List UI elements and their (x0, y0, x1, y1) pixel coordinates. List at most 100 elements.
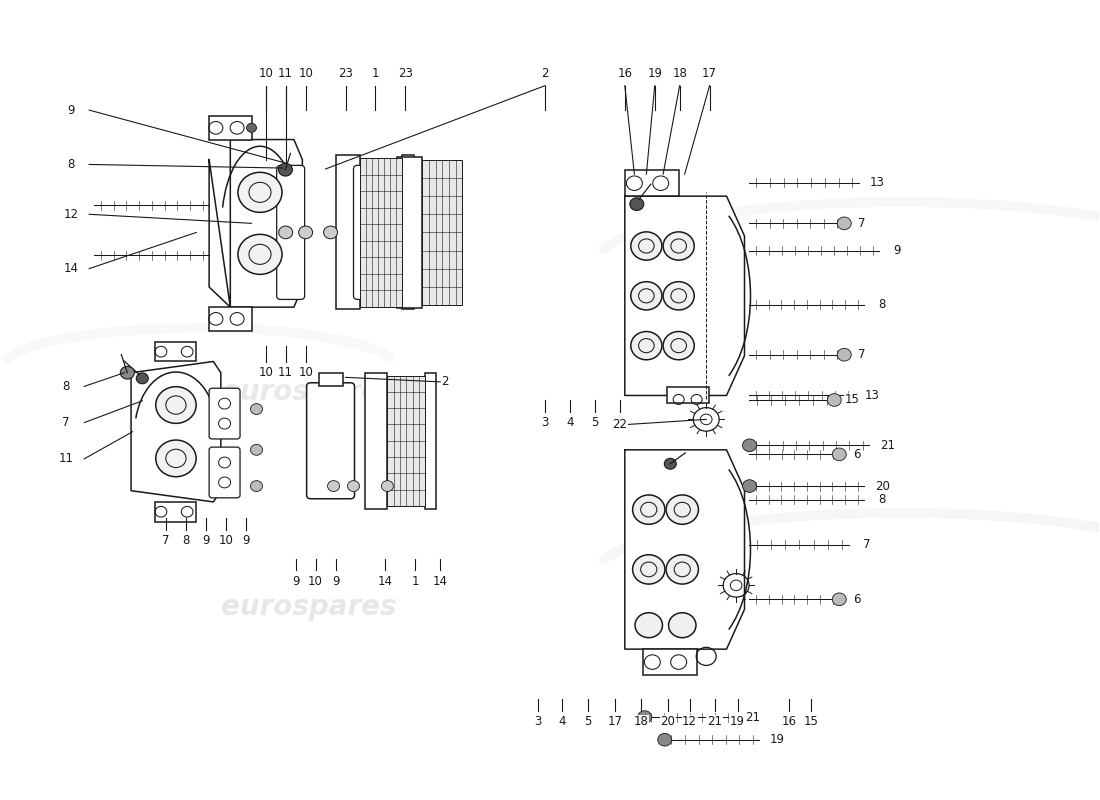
Bar (642, 649, 696, 675)
Text: 2: 2 (541, 67, 549, 80)
Circle shape (663, 232, 694, 260)
Circle shape (742, 480, 757, 493)
Text: 10: 10 (298, 366, 314, 379)
Text: 1: 1 (372, 67, 379, 80)
Bar (155, 502, 196, 522)
Text: 3: 3 (535, 715, 541, 728)
Text: 8: 8 (879, 493, 886, 506)
Circle shape (630, 232, 662, 260)
Text: 1: 1 (411, 574, 419, 588)
Bar (625, 170, 679, 196)
Text: 7: 7 (858, 348, 866, 362)
Bar (426, 373, 437, 509)
Text: 16: 16 (782, 715, 796, 728)
Bar (155, 342, 196, 362)
Text: 10: 10 (258, 67, 273, 80)
Circle shape (833, 448, 846, 461)
Text: 8: 8 (183, 534, 189, 547)
Circle shape (667, 554, 698, 584)
Text: 19: 19 (770, 734, 785, 746)
Text: 9: 9 (893, 244, 901, 257)
Text: 5: 5 (591, 416, 598, 429)
Circle shape (635, 613, 662, 638)
Text: eurospares: eurospares (221, 378, 396, 406)
Text: 8: 8 (63, 380, 70, 393)
Bar (422, 160, 462, 305)
FancyBboxPatch shape (307, 382, 354, 498)
Text: 13: 13 (870, 176, 884, 189)
Bar (361, 158, 403, 306)
Circle shape (120, 366, 134, 379)
Text: 17: 17 (702, 67, 717, 80)
Circle shape (251, 444, 263, 455)
Circle shape (238, 234, 282, 274)
Text: 14: 14 (378, 574, 393, 588)
Text: 17: 17 (607, 715, 623, 728)
Text: 20: 20 (660, 715, 675, 728)
Text: 23: 23 (398, 67, 412, 80)
Circle shape (246, 123, 256, 132)
Text: 10: 10 (219, 534, 233, 547)
Bar (365, 373, 387, 509)
Circle shape (667, 495, 698, 524)
Circle shape (632, 554, 664, 584)
Circle shape (348, 481, 360, 491)
Circle shape (837, 348, 851, 361)
Circle shape (136, 373, 149, 384)
Text: 11: 11 (58, 452, 74, 466)
Circle shape (742, 439, 757, 452)
Circle shape (837, 217, 851, 230)
Text: 10: 10 (298, 67, 314, 80)
Polygon shape (625, 196, 745, 395)
Text: 13: 13 (865, 389, 880, 402)
Text: 11: 11 (278, 366, 294, 379)
Bar (667, 387, 708, 403)
Bar (209, 116, 252, 139)
Text: 14: 14 (432, 574, 448, 588)
Circle shape (630, 331, 662, 360)
Circle shape (663, 331, 694, 360)
Text: 10: 10 (258, 366, 273, 379)
Text: 5: 5 (584, 715, 592, 728)
Text: 12: 12 (682, 715, 697, 728)
FancyBboxPatch shape (209, 447, 240, 498)
Text: 9: 9 (67, 104, 75, 117)
Text: 15: 15 (804, 715, 818, 728)
Text: 9: 9 (292, 574, 299, 588)
Text: 16: 16 (617, 67, 632, 80)
Circle shape (251, 481, 263, 491)
Circle shape (669, 613, 696, 638)
Circle shape (827, 394, 842, 406)
Polygon shape (131, 362, 221, 502)
Text: 3: 3 (541, 416, 549, 429)
Text: 18: 18 (672, 67, 688, 80)
Circle shape (238, 172, 282, 212)
Circle shape (382, 481, 394, 491)
Text: 7: 7 (864, 538, 871, 551)
Circle shape (251, 404, 263, 414)
Bar (319, 374, 342, 386)
FancyBboxPatch shape (209, 388, 240, 439)
Text: 12: 12 (64, 208, 79, 221)
Text: 19: 19 (647, 67, 662, 80)
Text: 7: 7 (63, 416, 70, 429)
Circle shape (638, 710, 651, 723)
Circle shape (278, 226, 293, 238)
Text: 22: 22 (613, 418, 627, 431)
Polygon shape (209, 139, 302, 307)
Text: 7: 7 (162, 534, 169, 547)
Text: 19: 19 (730, 715, 745, 728)
FancyBboxPatch shape (353, 166, 382, 299)
Text: 6: 6 (854, 448, 861, 461)
Text: 6: 6 (616, 416, 624, 429)
Circle shape (632, 495, 664, 524)
Circle shape (630, 282, 662, 310)
Bar (209, 307, 252, 330)
Polygon shape (625, 450, 745, 649)
Text: 6: 6 (854, 593, 861, 606)
Text: 23: 23 (338, 67, 353, 80)
FancyBboxPatch shape (277, 166, 305, 299)
Text: 14: 14 (64, 262, 79, 275)
Text: 4: 4 (566, 416, 574, 429)
Text: 15: 15 (845, 394, 860, 406)
